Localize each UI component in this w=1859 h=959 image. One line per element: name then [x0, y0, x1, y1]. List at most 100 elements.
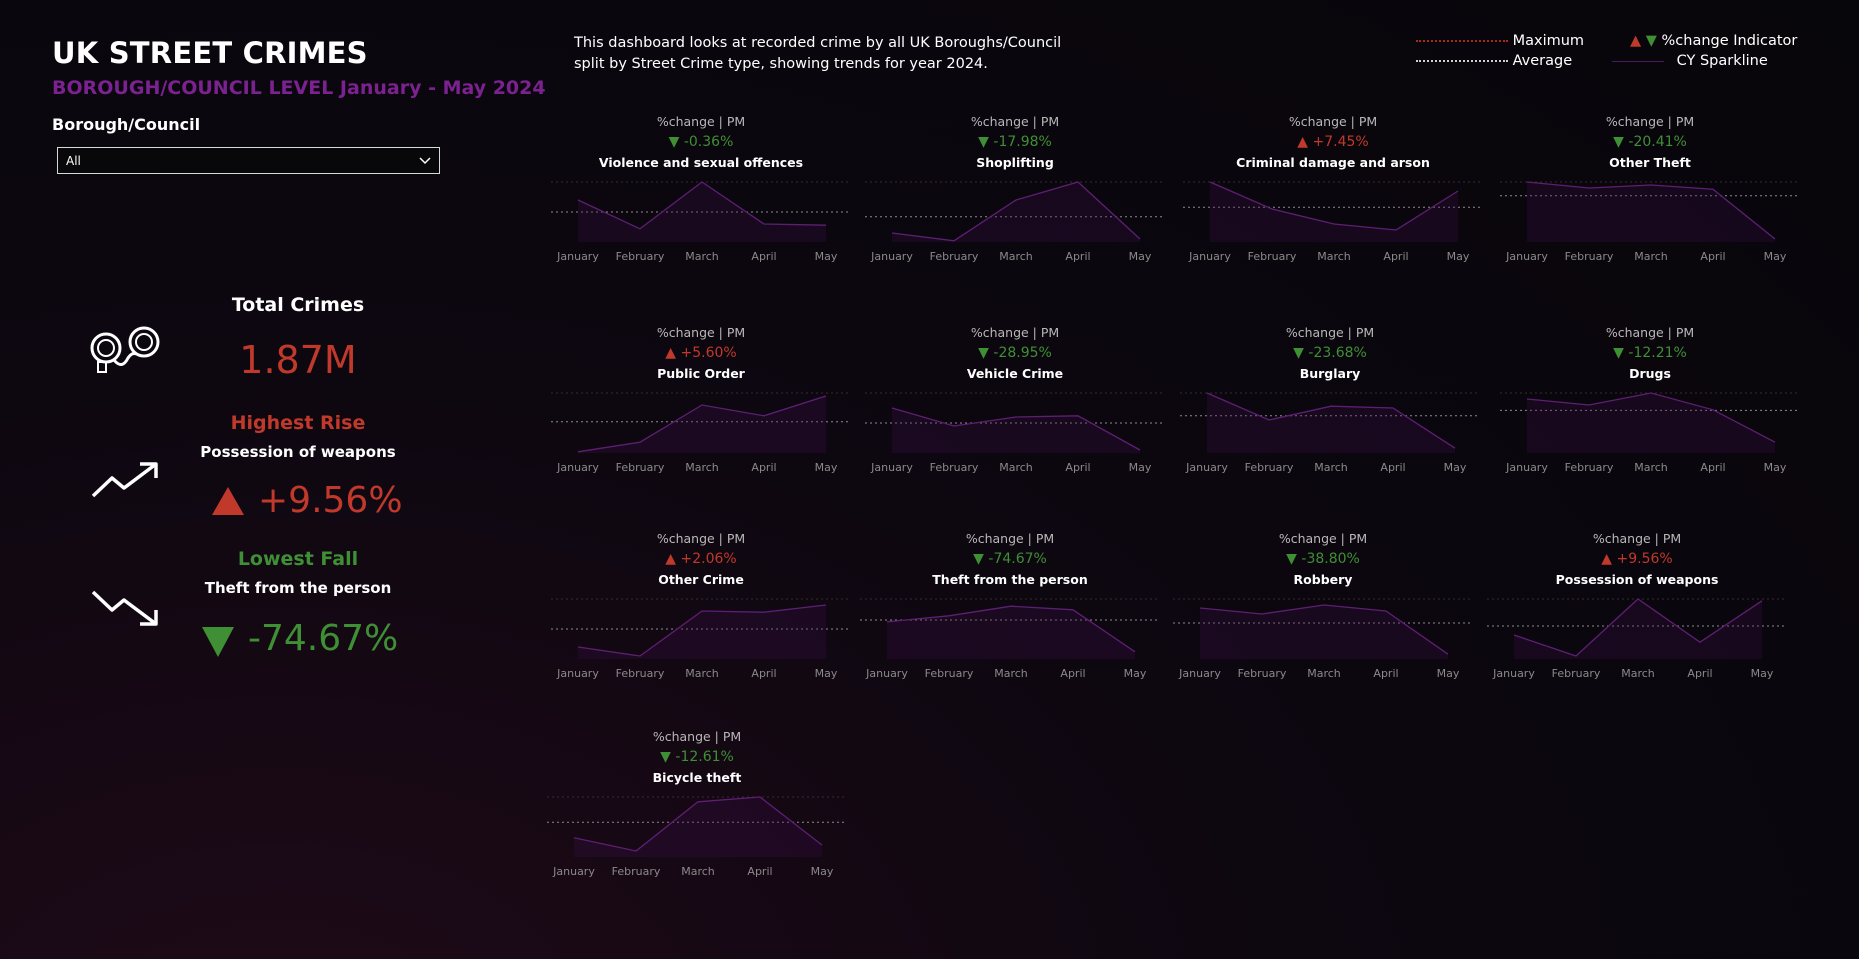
legend-indicator-label: %change Indicator	[1661, 33, 1798, 49]
pc-label: %change | PM	[1592, 531, 1682, 546]
legend-average: Average	[1416, 53, 1572, 69]
sparkline-line	[1199, 604, 1449, 655]
sparkline-line	[577, 604, 827, 657]
sparkline-chart: January February March April May	[551, 181, 851, 263]
crime-card: %change | PM ▼ -17.98% Shoplifting Janua…	[865, 114, 1165, 304]
borough-council-dropdown[interactable]: All	[57, 147, 440, 174]
pc-label: %change | PM	[1605, 114, 1695, 129]
month-label: April	[751, 461, 776, 474]
month-label: January	[556, 250, 599, 263]
crime-name: Drugs	[1629, 366, 1671, 381]
highest-rise-label: Highest Rise	[230, 412, 366, 434]
month-label: February	[1238, 667, 1287, 680]
legend-maximum: Maximum	[1416, 33, 1584, 49]
sparkline-line	[577, 181, 827, 230]
month-label: February	[1565, 461, 1614, 474]
crime-card: %change | PM ▼ -38.80% Robbery January Fe…	[1173, 531, 1473, 721]
month-label: April	[1065, 461, 1090, 474]
sparkline-chart: January February March April May	[865, 181, 1165, 263]
highest-rise-crime: Possession of weapons	[200, 443, 396, 461]
pc-label: %change | PM	[965, 531, 1055, 546]
sparkline-chart: January February March April May	[865, 392, 1165, 474]
dropdown-selected-value: All	[66, 154, 81, 168]
lowest-fall-label: Lowest Fall	[237, 548, 359, 570]
slicer-label: Borough/Council	[52, 115, 201, 134]
change-arrow-icon: ▼	[978, 134, 989, 150]
pct-change: ▼ -38.80%	[1286, 551, 1360, 567]
sparkline-area	[1207, 393, 1455, 453]
sparkline-chart: January February March April May	[1487, 598, 1787, 680]
pct-change: ▼ -23.68%	[1293, 345, 1367, 361]
pc-label: %change | PM	[656, 114, 746, 129]
change-arrow-icon: ▲	[665, 345, 677, 361]
month-label: January	[552, 865, 595, 878]
month-label: May	[1447, 250, 1470, 263]
rise-triangle-icon	[212, 487, 244, 515]
crime-card: %change | PM ▼ -20.41% Other Theft Janua…	[1500, 114, 1800, 304]
month-label: February	[616, 250, 665, 263]
sparkline-chart: January February March April May	[551, 392, 851, 474]
month-label: May	[1751, 667, 1774, 680]
sparkline-chart: January February March April May	[547, 796, 847, 878]
month-label: January	[865, 667, 908, 680]
month-label: May	[1129, 461, 1152, 474]
month-label: May	[815, 250, 838, 263]
month-label: March	[994, 667, 1028, 680]
dashboard-subtitle: BOROUGH/COUNCIL LEVEL January - May 2024	[52, 77, 546, 99]
pc-label: %change | PM	[1605, 325, 1695, 340]
sparkline-line	[891, 181, 1141, 242]
triangle-up-icon: ▲	[1630, 33, 1642, 49]
maximum-line-swatch	[1416, 40, 1508, 42]
month-label: March	[1317, 250, 1351, 263]
crime-card: %change | PM ▲ +7.45% Criminal damage an…	[1183, 114, 1483, 304]
month-label: April	[1700, 250, 1725, 263]
sparkline-area	[887, 606, 1135, 659]
legend-sparkline: CY Sparkline	[1612, 53, 1768, 69]
pc-label: %change | PM	[1285, 325, 1375, 340]
pct-change: ▼ -12.21%	[1613, 345, 1687, 361]
month-label: January	[1185, 461, 1228, 474]
average-line-swatch	[1416, 60, 1508, 62]
change-arrow-icon: ▼	[1613, 134, 1624, 150]
sparkline-area	[1514, 599, 1762, 659]
month-label: May	[1764, 250, 1787, 263]
month-label: March	[685, 250, 719, 263]
month-label: February	[616, 667, 665, 680]
crime-name: Vehicle Crime	[966, 366, 1064, 381]
month-label: January	[556, 667, 599, 680]
sparkline-chart: January February March April May	[551, 598, 851, 680]
pc-label: %change | PM	[656, 325, 746, 340]
trend-down-icon	[91, 590, 158, 626]
sparkline-area	[892, 408, 1140, 453]
sparkline-line	[1526, 181, 1776, 240]
trend-up-icon	[91, 462, 158, 498]
change-arrow-icon: ▼	[1293, 345, 1304, 361]
month-label: April	[747, 865, 772, 878]
month-label: April	[1380, 461, 1405, 474]
total-crimes-label: Total Crimes	[231, 294, 365, 316]
month-label: March	[1621, 667, 1655, 680]
month-label: April	[1373, 667, 1398, 680]
crime-name: Criminal damage and arson	[1236, 155, 1430, 170]
crime-card: %change | PM ▼ -28.95% Vehicle Crime Jan…	[865, 325, 1165, 515]
month-label: May	[811, 865, 834, 878]
month-label: January	[1188, 250, 1231, 263]
month-label: February	[1565, 250, 1614, 263]
sparkline-line	[1526, 392, 1776, 443]
sparkline-line	[1206, 392, 1456, 449]
pct-change: ▲ +5.60%	[665, 345, 737, 361]
change-arrow-icon: ▼	[668, 134, 680, 150]
crime-name: Theft from the person	[932, 572, 1088, 587]
sparkline-swatch	[1612, 60, 1664, 62]
month-label: April	[1383, 250, 1408, 263]
month-label: January	[870, 250, 913, 263]
month-label: February	[925, 667, 974, 680]
pc-label: %change | PM	[970, 114, 1060, 129]
month-label: May	[1764, 461, 1787, 474]
month-label: April	[751, 667, 776, 680]
sparkline-chart: January February March April May	[1500, 392, 1800, 474]
pct-change: ▼ -17.98%	[978, 134, 1052, 150]
crime-card: %change | PM ▼ -12.61% Bicycle theft Jan…	[547, 729, 847, 919]
month-label: May	[1444, 461, 1467, 474]
crime-name: Shoplifting	[976, 155, 1054, 170]
